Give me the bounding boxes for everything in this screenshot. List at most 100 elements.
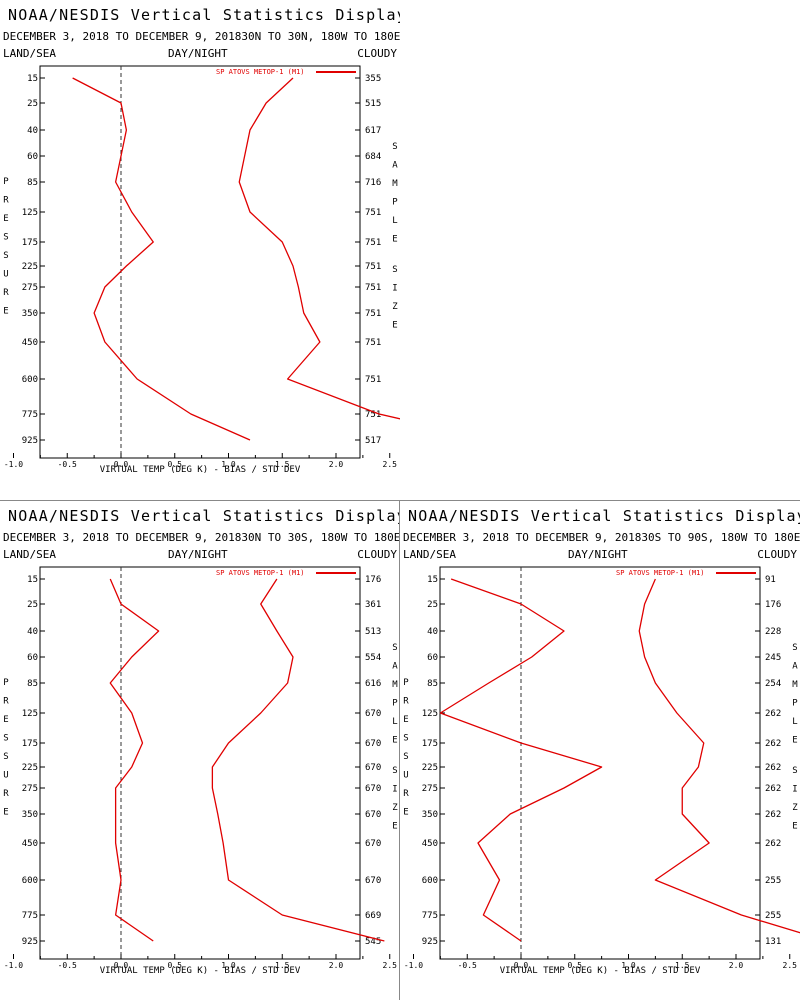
sample-size-axis-letter: E — [392, 822, 397, 832]
cloudy-label: CLOUDY — [757, 548, 797, 561]
x-tick-label: 0.0 — [514, 961, 529, 970]
pressure-axis-letter: S — [3, 233, 8, 243]
sample-size-label: 361 — [365, 600, 381, 610]
sample-size-label: 355 — [365, 74, 381, 84]
pressure-tick-label: 275 — [22, 784, 38, 794]
x-axis-label: VIRTUAL TEMP (DEG K) - BIAS / STD DEV — [500, 966, 701, 976]
sample-size-axis-letter: I — [792, 785, 797, 795]
plot-frame — [439, 566, 761, 960]
sample-size-axis-letter: S — [392, 265, 397, 275]
sample-size-axis-letter: E — [392, 736, 397, 746]
x-tick-label: 0.5 — [168, 961, 183, 970]
sample-size-label: 554 — [365, 653, 381, 663]
sample-size-label: 751 — [365, 375, 381, 385]
sample-size-label: 670 — [365, 876, 381, 886]
sample-size-label: 751 — [365, 262, 381, 272]
sample-size-label: 262 — [765, 709, 781, 719]
sample-size-label: 262 — [765, 739, 781, 749]
x-tick-label: 2.0 — [329, 961, 344, 970]
x-tick-label: 1.5 — [675, 961, 690, 970]
pressure-tick-label: 775 — [422, 911, 438, 921]
pressure-tick-label: 15 — [27, 575, 38, 585]
date-range: DECEMBER 3, 2018 TO DECEMBER 9, 2018 — [3, 531, 242, 544]
sample-size-axis-letter: M — [392, 680, 398, 690]
x-tick-label: 0.0 — [114, 961, 129, 970]
sample-size-label: 670 — [365, 784, 381, 794]
sample-size-label: 262 — [765, 784, 781, 794]
pressure-tick-label: 600 — [422, 876, 438, 886]
pressure-axis-letter: U — [3, 771, 8, 781]
x-tick-label: -1.0 — [404, 961, 423, 970]
cloudy-label: CLOUDY — [357, 47, 397, 60]
sample-size-axis-letter: A — [792, 662, 798, 672]
sample-size-label: 255 — [765, 876, 781, 886]
date-range: DECEMBER 3, 2018 TO DECEMBER 9, 2018 — [3, 30, 242, 43]
pressure-tick-label: 925 — [22, 436, 38, 446]
pressure-tick-label: 40 — [27, 126, 38, 136]
pressure-tick-label: 450 — [22, 839, 38, 849]
sample-size-label: 513 — [365, 627, 381, 637]
x-tick-label: 1.5 — [275, 460, 290, 469]
land-sea-label: LAND/SEA — [3, 548, 56, 561]
sample-size-label: 670 — [365, 810, 381, 820]
bias-line — [109, 578, 160, 942]
pressure-tick-label: 15 — [27, 74, 38, 84]
pressure-tick-label: 60 — [27, 152, 38, 162]
sample-size-axis-letter: Z — [792, 803, 798, 813]
region: 30N TO 30S, 180W TO 180E — [241, 531, 400, 544]
sample-size-label: 751 — [365, 238, 381, 248]
panel-bottom-left: NOAA/NESDIS Vertical Statistics Display … — [0, 500, 400, 1000]
x-tick-label: 2.5 — [383, 460, 398, 469]
sample-size-axis-letter: A — [392, 662, 398, 672]
sample-size-label: 670 — [365, 739, 381, 749]
pressure-tick-label: 60 — [427, 653, 438, 663]
panel-subtitle: DECEMBER 3, 2018 TO DECEMBER 9, 201830S … — [403, 531, 800, 544]
pressure-tick-label: 925 — [22, 937, 38, 947]
pressure-tick-label: 350 — [422, 810, 438, 820]
x-tick-label: 0.0 — [114, 460, 129, 469]
pressure-tick-label: 125 — [22, 709, 38, 719]
pressure-tick-label: 25 — [27, 99, 38, 109]
bias-line — [439, 578, 603, 942]
day-night-label: DAY/NIGHT — [168, 548, 228, 561]
region: 30N TO 30N, 180W TO 180E — [241, 30, 400, 43]
std-dev-line — [638, 578, 800, 934]
sample-size-label: 131 — [765, 937, 781, 947]
sample-size-label: 254 — [765, 679, 781, 689]
pressure-axis-letter: E — [3, 715, 8, 725]
x-tick-label: -0.5 — [58, 460, 77, 469]
pressure-axis-letter: R — [3, 288, 9, 298]
region: 30S TO 90S, 180W TO 180E — [641, 531, 800, 544]
panel-bottom-right: NOAA/NESDIS Vertical Statistics Display … — [400, 500, 800, 1000]
std-dev-line — [211, 578, 385, 942]
pressure-tick-label: 225 — [22, 763, 38, 773]
pressure-tick-label: 350 — [22, 810, 38, 820]
legend-text: SP ATOVS METOP-1 (M1) — [616, 569, 705, 577]
panel-top-left: NOAA/NESDIS Vertical Statistics Display … — [0, 0, 400, 500]
sample-size-label: 670 — [365, 839, 381, 849]
pressure-axis-letter: S — [3, 752, 8, 762]
sample-size-axis-letter: L — [392, 717, 397, 727]
pressure-axis-letter: P — [3, 678, 9, 688]
sample-size-label: 262 — [765, 763, 781, 773]
pressure-axis-letter: R — [3, 196, 9, 206]
pressure-axis-letter: R — [403, 789, 409, 799]
sample-size-label: 751 — [365, 309, 381, 319]
sample-size-axis-letter: E — [792, 736, 797, 746]
sample-size-axis-letter: M — [792, 680, 798, 690]
x-tick-label: 2.5 — [383, 961, 398, 970]
pressure-axis-letter: E — [3, 214, 8, 224]
sample-size-axis-letter: P — [792, 699, 798, 709]
x-tick-label: -1.0 — [4, 961, 23, 970]
pressure-axis-letter: S — [3, 734, 8, 744]
pressure-tick-label: 85 — [27, 178, 38, 188]
sample-size-label: 517 — [365, 436, 381, 446]
pressure-tick-label: 40 — [427, 627, 438, 637]
sample-size-label: 616 — [365, 679, 381, 689]
x-tick-label: 0.5 — [568, 961, 583, 970]
sample-size-label: 716 — [365, 178, 381, 188]
sample-size-axis-letter: E — [392, 321, 397, 331]
pressure-tick-label: 125 — [422, 709, 438, 719]
pressure-axis-letter: U — [403, 771, 408, 781]
